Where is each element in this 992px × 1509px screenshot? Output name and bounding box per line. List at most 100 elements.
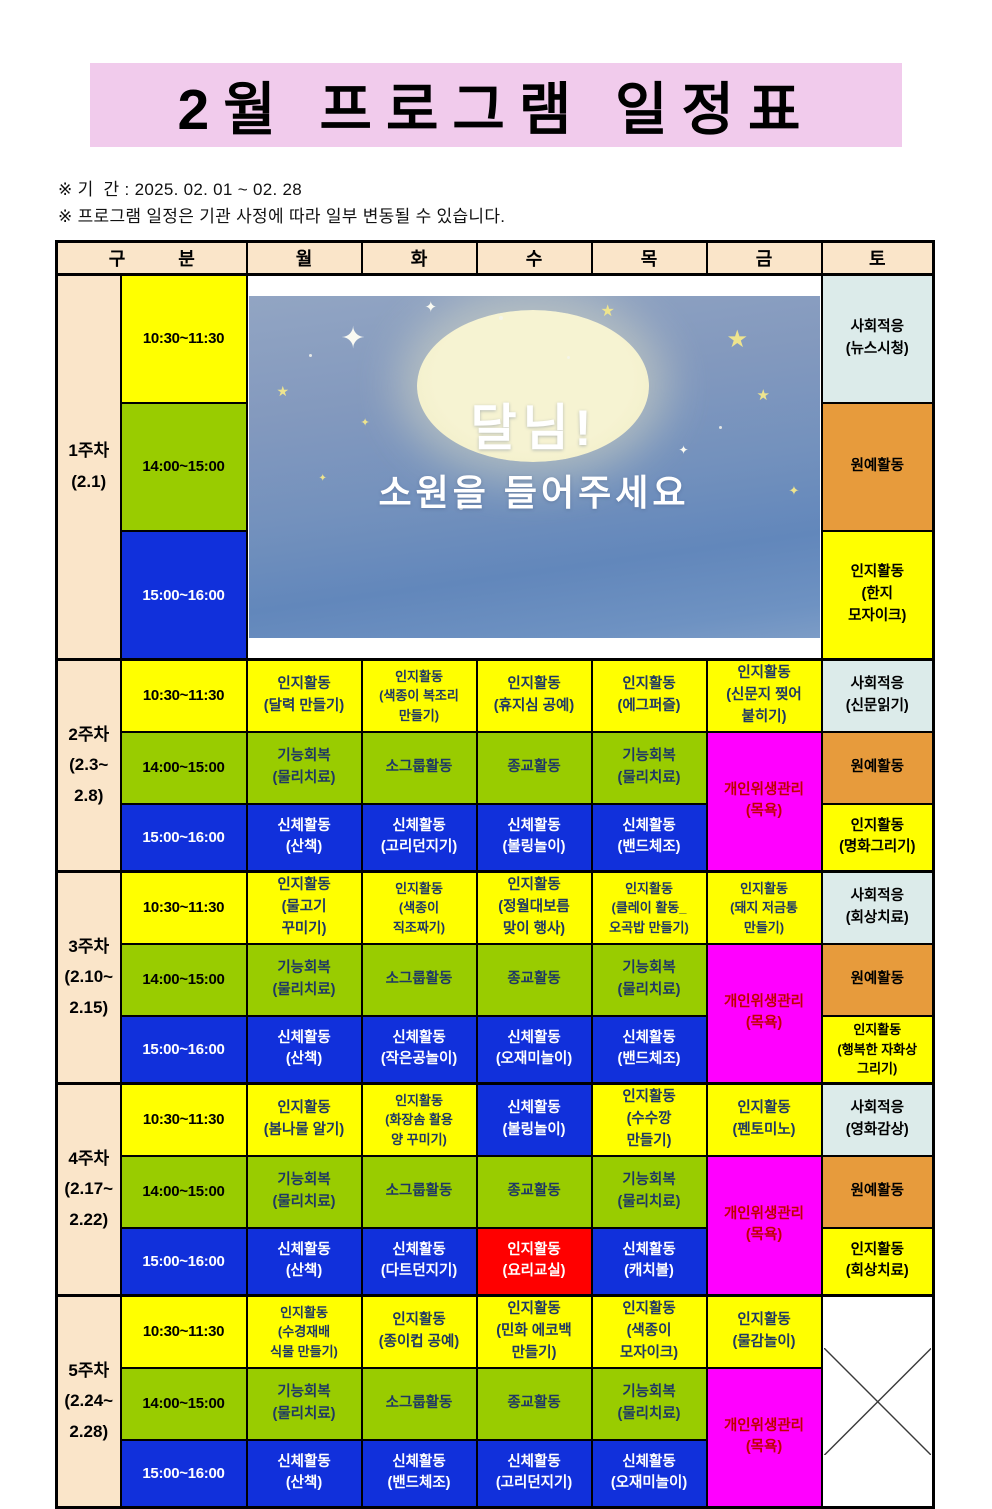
- note-period: ※ 기 간 : 2025. 02. 01 ~ 02. 28: [58, 180, 303, 199]
- activity-cell: 인지활동 (봄나물 알기): [245, 1082, 363, 1157]
- activity-cell: 사회적응 (영화감상): [820, 1082, 935, 1157]
- activity-cell: 인지활동 (요리교실): [475, 1226, 593, 1297]
- activity-cell: 사회적응 (뉴스시청): [820, 272, 935, 404]
- activity-cell: 인지활동 (명화그리기): [820, 802, 935, 873]
- activity-cell: 인지활동 (돼지 저금통 만들기): [705, 870, 823, 945]
- time-slot: 14:00~15:00: [119, 730, 248, 805]
- activity-cell: 신체활동 (오재미놀이): [475, 1014, 593, 1085]
- table-row: 14:00~15:00 기능회복 (물리치료) 소그룹활동 종교활동 기능회복 …: [57, 942, 935, 1085]
- activity-cell: 기능회복 (물리치료): [590, 1154, 708, 1229]
- activity-cell: 인지활동 (회상치료): [820, 1226, 935, 1297]
- table-row: 15:00~16:00 인지활동 (한지 모자이크): [57, 530, 935, 661]
- day-header-fri: 금: [705, 240, 823, 276]
- moon-icon: [416, 310, 649, 462]
- crossed-out-cell: [820, 1294, 935, 1509]
- activity-cell: 신체활동 (볼링놀이): [475, 802, 593, 873]
- star-icon: ✦: [424, 299, 438, 316]
- week-label-2: 2주차 (2.3~ 2.8): [55, 658, 122, 873]
- title-banner: 2월 프로그램 일정표: [90, 63, 902, 147]
- activity-cell: 인지활동 (종이컵 공예): [360, 1294, 478, 1369]
- time-slot: 10:30~11:30: [119, 658, 248, 733]
- activity-cell: 인지활동 (색종이 모자이크): [590, 1294, 708, 1369]
- table-row: 14:00~15:00 기능회복 (물리치료) 소그룹활동 종교활동 기능회복 …: [57, 730, 935, 873]
- star-icon: ✦: [340, 322, 366, 355]
- time-slot: 15:00~16:00: [119, 1438, 248, 1509]
- activity-cell: 사회적응 (회상치료): [820, 870, 935, 945]
- activity-cell: 기능회복 (물리치료): [590, 1366, 708, 1441]
- activity-cell: 원예활동: [820, 401, 935, 533]
- activity-cell: 신체활동 (다트던지기): [360, 1226, 478, 1297]
- activity-cell: 인지활동 (신문지 찢어 붙히기): [705, 658, 823, 733]
- activity-cell: 신체활동 (볼링놀이): [475, 1082, 593, 1157]
- star-icon: ✦: [318, 473, 327, 484]
- time-slot: 10:30~11:30: [119, 272, 248, 404]
- activity-cell: 신체활동 (고리던지기): [360, 802, 478, 873]
- activity-cell: 개인위생관리 (목욕): [705, 730, 823, 873]
- activity-cell: 인지활동 (펜토미노): [705, 1082, 823, 1157]
- note-disclaimer: ※ 프로그램 일정은 기관 사정에 따라 일부 변동될 수 있습니다.: [58, 207, 506, 226]
- activity-cell: 신체활동 (작은공놀이): [360, 1014, 478, 1085]
- activity-cell: 종교활동: [475, 1154, 593, 1229]
- activity-cell: 신체활동 (오재미놀이): [590, 1438, 708, 1509]
- activity-cell: 신체활동 (산책): [245, 1226, 363, 1297]
- activity-cell: 소그룹활동: [360, 1154, 478, 1229]
- table-row: 2주차 (2.3~ 2.8) 10:30~11:30 인지활동 (달력 만들기)…: [55, 658, 935, 873]
- activity-cell: 신체활동 (산책): [245, 802, 363, 873]
- table-row: 15:00~16:00 신체활동 (산책) 신체활동 (작은공놀이) 신체활동 …: [57, 1014, 935, 1085]
- activity-cell: 신체활동 (밴드체조): [590, 1014, 708, 1085]
- activity-cell: 인지활동 (정월대보름 맞이 행사): [475, 870, 593, 945]
- time-slot: 15:00~16:00: [119, 1014, 248, 1085]
- activity-cell: 신체활동 (밴드체조): [590, 802, 708, 873]
- activity-cell: 소그룹활동: [360, 942, 478, 1017]
- star-icon: ✦: [360, 417, 370, 429]
- week-label-3: 3주차 (2.10~ 2.15): [55, 870, 122, 1085]
- activity-cell: 개인위생관리 (목욕): [705, 942, 823, 1085]
- activity-cell: 기능회복 (물리치료): [245, 730, 363, 805]
- activity-cell: 신체활동 (밴드체조): [360, 1438, 478, 1509]
- activity-cell: 인지활동 (달력 만들기): [245, 658, 363, 733]
- activity-cell: 기능회복 (물리치료): [590, 942, 708, 1017]
- star-icon: [498, 316, 503, 320]
- activity-cell: 인지활동 (에그퍼즐): [590, 658, 708, 733]
- activity-cell: 인지활동 (물감놀이): [705, 1294, 823, 1369]
- table-row: 15:00~16:00 신체활동 (산책) 신체활동 (고리던지기) 신체활동 …: [57, 802, 935, 873]
- activity-cell: 인지활동 (물고기 꾸미기): [245, 870, 363, 945]
- activity-cell: 원예활동: [820, 942, 935, 1017]
- activity-cell: 인지활동 (휴지심 공예): [475, 658, 593, 733]
- activity-cell: 개인위생관리 (목욕): [705, 1366, 823, 1509]
- table-row: 14:00~15:00 기능회복 (물리치료) 소그룹활동 종교활동 기능회복 …: [57, 1154, 935, 1297]
- time-slot: 10:30~11:30: [119, 870, 248, 945]
- table-row: 15:00~16:00 신체활동 (산책) 신체활동 (다트던지기) 인지활동 …: [57, 1226, 935, 1297]
- star-icon: ★: [726, 326, 749, 353]
- star-icon: ★: [276, 383, 290, 399]
- moonscape-image: ✦ ✦ ★ ★ ★ ✦ ★ ✦ ✦ ✦ 달님! 소원을 들어주세요: [248, 296, 820, 638]
- activity-cell: 인지활동 (한지 모자이크): [820, 530, 935, 661]
- week-label-1: 1주차 (2.1): [55, 273, 122, 661]
- activity-cell: 인지활동 (수수깡 만들기): [590, 1082, 708, 1157]
- time-slot: 15:00~16:00: [119, 1226, 248, 1297]
- activity-cell: 인지활동 (수경재배 식물 만들기): [245, 1294, 363, 1369]
- day-header-wed: 수: [475, 240, 593, 276]
- activity-cell: 인지활동 (클레이 활동_ 오곡밥 만들기): [590, 870, 708, 945]
- activity-cell: 인지활동 (색종이 복조리 만들기): [360, 658, 478, 733]
- activity-cell: 소그룹활동: [360, 1366, 478, 1441]
- table-row: 4주차 (2.17~ 2.22) 10:30~11:30 인지활동 (봄나물 알…: [55, 1082, 935, 1297]
- star-icon: [566, 356, 570, 359]
- week-label-4: 4주차 (2.17~ 2.22): [55, 1082, 122, 1297]
- activity-cell: 종교활동: [475, 942, 593, 1017]
- activity-cell: 소그룹활동: [360, 730, 478, 805]
- notes: ※ 기 간 : 2025. 02. 01 ~ 02. 28 ※ 프로그램 일정은…: [58, 176, 505, 230]
- moon-caption-line2: 소원을 들어주세요: [378, 472, 690, 513]
- time-slot: 15:00~16:00: [119, 802, 248, 873]
- star-icon: ✦: [788, 483, 800, 498]
- activity-cell: 인지활동 (행복한 자화상 그리기): [820, 1014, 935, 1085]
- star-icon: [718, 426, 722, 429]
- table-row: 14:00~15:00 원예활동: [57, 401, 935, 533]
- star-icon: ★: [756, 387, 770, 404]
- activity-cell: 원예활동: [820, 730, 935, 805]
- table-row: 14:00~15:00 기능회복 (물리치료) 소그룹활동 종교활동 기능회복 …: [57, 1366, 934, 1509]
- header-row: 구 분 월 화 수 목 금 토: [55, 240, 935, 276]
- activity-cell: 인지활동 (색종이 직조짜기): [360, 870, 478, 945]
- activity-cell: 개인위생관리 (목욕): [705, 1154, 823, 1297]
- table-row: 1주차 (2.1) 10:30~11:30 ✦ ✦ ★ ★ ★ ✦ ★ ✦ ✦ …: [55, 272, 935, 661]
